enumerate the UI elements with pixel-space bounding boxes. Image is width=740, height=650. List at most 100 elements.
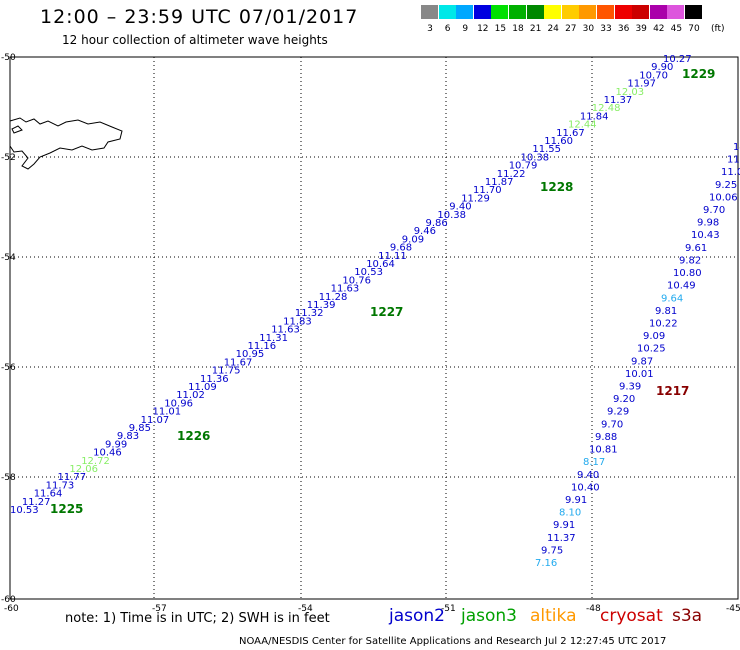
track-value: 11.11 (378, 251, 407, 262)
legend-level: 30 (582, 24, 595, 34)
legend-swatch (438, 5, 456, 19)
track-value: 9.88 (595, 432, 617, 443)
track-value: 9.09 (643, 331, 665, 342)
track-value: 11.77 (58, 472, 87, 483)
lon-tick-label: -54 (298, 604, 313, 614)
track-value: 9.61 (685, 243, 707, 254)
track-value: 8.10 (559, 508, 581, 519)
track-value: 10.40 (571, 482, 600, 493)
track-value: 11.02 (176, 390, 205, 401)
track-value: 9.64 (661, 293, 683, 304)
pass-time-labels: 1225 1226 1227 1228 1229 1217 (50, 67, 715, 516)
legend-level: 39 (635, 24, 647, 34)
track-value: 11.37 (547, 533, 576, 544)
pass-time-label: 1225 (50, 502, 83, 516)
legend-level: 15 (494, 24, 507, 34)
map-title: 12:00 – 23:59 UTC 07/01/2017 (40, 6, 359, 28)
legend-swatch (667, 5, 685, 19)
track-value: 11.67 (556, 128, 585, 139)
lon-tick-label: -60 (4, 604, 19, 614)
track-value: 10.96 (164, 398, 193, 409)
legend-level: 24 (547, 24, 559, 34)
track-value: 10.49 (667, 281, 696, 292)
pass-time-label: 1226 (177, 429, 210, 443)
pass-time-label: 1217 (656, 384, 689, 398)
track-value: 11.60 (544, 136, 573, 147)
sat-s3a: s3a (672, 606, 703, 626)
lon-tick-label: -51 (441, 604, 456, 614)
lat-tick-label: -56 (1, 363, 16, 373)
track-value: 11.55 (532, 144, 561, 155)
legend-level: 42 (653, 24, 665, 34)
axis-labels: -50 -52 -54 -56 -58 -60-60 -57 -54 -51 -48 -45 (1, 53, 740, 614)
legend-swatch (526, 5, 544, 19)
sat-jason3: jason3 (461, 606, 517, 626)
track-value: 11.39 (307, 300, 336, 311)
lon-tick-label: -48 (586, 604, 601, 614)
track-value: 11.83 (283, 316, 312, 327)
track-value: 11.09 (188, 382, 217, 393)
track-value: 10.76 (342, 275, 371, 286)
legend-swatch (579, 5, 597, 19)
legend-level: 3 (427, 24, 433, 34)
track-value: 10.53 (354, 267, 383, 278)
track-value: 9.25 (715, 180, 737, 191)
track-value: 10.25 (637, 344, 666, 355)
legend-swatch (491, 5, 509, 19)
legend-unit: (ft) (711, 24, 725, 34)
legend-level: 70 (688, 24, 700, 34)
lat-tick-label: -60 (1, 595, 16, 605)
track-value: 11.64 (34, 489, 63, 500)
track-value: 9.29 (607, 407, 629, 418)
track-value: 11.84 (580, 111, 609, 122)
track-value: 10.38 (437, 210, 466, 221)
legend-swatch (473, 5, 491, 19)
legend-level: 9 (462, 24, 469, 34)
track-value: 10.22 (649, 319, 678, 330)
legend-level: 45 (670, 24, 683, 34)
track-value: 14 (733, 142, 740, 153)
track-value: 11.67 (224, 357, 253, 368)
track-value: 10.01 (625, 369, 654, 380)
track-value: 10.79 (509, 161, 538, 172)
track-value: 11.75 (212, 366, 241, 377)
right-track-values: 7.169.7511.379.918.109.9110.409.408.1710… (535, 142, 740, 569)
track-value: 9.99 (105, 439, 127, 450)
track-value: 11.63 (331, 284, 360, 295)
legend-swatch (456, 5, 474, 19)
track-value: 10.81 (589, 445, 618, 456)
legend-swatch (509, 5, 526, 19)
track-value: 9.87 (631, 356, 653, 367)
track-value: 10.70 (639, 70, 668, 81)
legend-swatch (614, 5, 632, 19)
track-value: 9.86 (426, 218, 448, 229)
track-value: 10.06 (709, 192, 738, 203)
map-frame (9, 56, 739, 600)
lat-tick-label: -50 (1, 53, 16, 63)
track-value: 9.39 (619, 382, 641, 393)
legend-swatch (421, 5, 438, 19)
sat-altika: altika (530, 606, 577, 626)
track-value: 11.63 (271, 325, 300, 336)
track-value: 12.44 (568, 120, 597, 131)
lat-tick-label: -52 (1, 153, 16, 163)
track-value: 8.17 (583, 457, 605, 468)
track-value: 11.16 (248, 341, 277, 352)
track-value: 12.03 (616, 87, 645, 98)
track-value: 11.32 (295, 308, 324, 319)
track-value: 11.0 (721, 167, 740, 178)
track-value: 11 (727, 155, 740, 166)
track-value: 9.91 (565, 495, 587, 506)
sat-cryosat: cryosat (600, 606, 663, 626)
legend-level: 33 (600, 24, 612, 34)
track-value: 9.98 (697, 218, 719, 229)
lat-tick-label: -54 (1, 253, 16, 263)
track-value: 12.06 (69, 464, 98, 475)
legend-swatch (544, 5, 562, 19)
footer-note: note: 1) Time is in UTC; 2) SWH is in fe… (65, 611, 330, 626)
track-value: 9.90 (651, 62, 673, 73)
track-value: 10.64 (366, 259, 395, 270)
legend-level: 21 (529, 24, 542, 34)
track-value: 9.83 (117, 431, 139, 442)
